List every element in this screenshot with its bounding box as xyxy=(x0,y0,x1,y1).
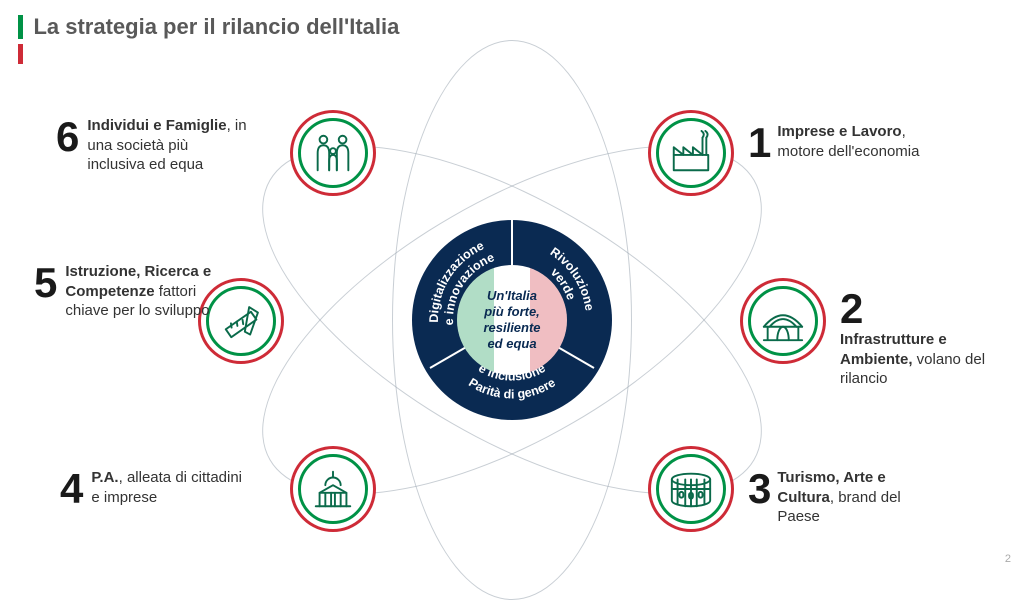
page-title: La strategia per il rilancio dell'Italia xyxy=(33,14,399,39)
title-accent-green xyxy=(18,15,23,39)
pillar-number: 6 xyxy=(56,116,79,158)
pillar-node-2 xyxy=(740,278,826,364)
pillar-number: 4 xyxy=(60,468,83,510)
colosseum-icon xyxy=(666,464,716,514)
bridge-icon xyxy=(758,296,808,346)
pillar-number: 3 xyxy=(748,468,771,510)
pillar-label-6: 6Individui e Famiglie, in una società pi… xyxy=(56,116,247,175)
page-number: 2 xyxy=(1005,553,1011,565)
ruler-icon xyxy=(216,296,266,346)
pillar-label-3: 3Turismo, Arte e Cultura, brand del Paes… xyxy=(748,468,937,527)
pillar-number: 2 xyxy=(840,288,863,330)
pillar-node-3 xyxy=(648,446,734,532)
page-title-block: La strategia per il rilancio dell'Italia xyxy=(18,14,399,64)
pillar-label-4: 4P.A., alleata di cittadini e imprese xyxy=(60,468,251,510)
center-hub: Digitalizzazione e innovazione Rivoluzio… xyxy=(412,220,612,420)
pillar-node-1 xyxy=(648,110,734,196)
pillar-number: 1 xyxy=(748,122,771,164)
center-vision: Un'Italia più forte, resiliente ed equa xyxy=(457,265,567,375)
family-icon xyxy=(308,128,358,178)
factory-icon xyxy=(666,128,716,178)
capitol-icon xyxy=(308,464,358,514)
pillar-node-4 xyxy=(290,446,376,532)
pillar-node-6 xyxy=(290,110,376,196)
pillar-number: 5 xyxy=(34,262,57,304)
pillar-label-5: 5Istruzione, Ricerca e Competenze fattor… xyxy=(34,262,225,321)
pillar-label-1: 1Imprese e Lavoro, motore dell'economia xyxy=(748,122,937,164)
pillar-label-2: 2Infrastrutture e Ambiente, volano del r… xyxy=(840,288,1025,389)
strategy-diagram: Digitalizzazione e innovazione Rivoluzio… xyxy=(0,60,1025,560)
